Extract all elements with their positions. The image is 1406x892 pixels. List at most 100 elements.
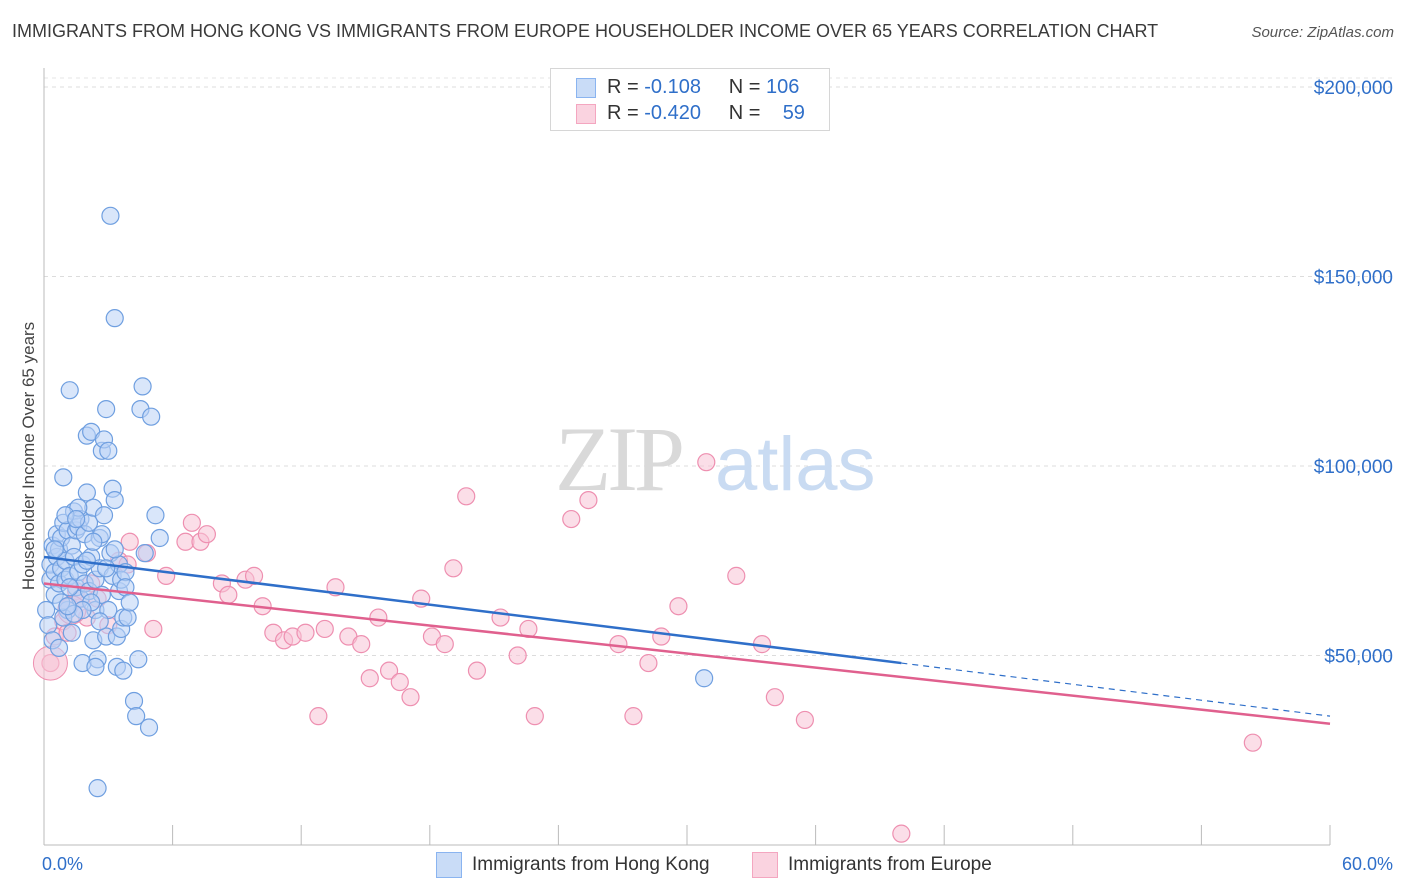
trend-lines bbox=[43, 555, 1331, 725]
trend-line-hong-kong bbox=[43, 555, 902, 665]
data-point bbox=[129, 650, 148, 669]
data-point bbox=[795, 710, 814, 730]
data-point bbox=[150, 528, 169, 548]
data-point bbox=[360, 669, 379, 688]
watermark-atlas: atlas bbox=[715, 422, 876, 507]
data-point bbox=[97, 400, 116, 419]
data-point bbox=[58, 597, 77, 616]
data-point bbox=[133, 377, 152, 396]
bottom-legend-europe: Immigrants from Europe bbox=[752, 852, 992, 878]
data-point bbox=[892, 824, 911, 843]
data-point bbox=[390, 672, 409, 692]
data-point bbox=[118, 608, 137, 627]
data-point bbox=[127, 707, 146, 726]
x-tick-label-max: 60.0% bbox=[1342, 854, 1393, 874]
data-point bbox=[142, 407, 161, 426]
legend-r-value-hong-kong: -0.108 bbox=[644, 76, 701, 98]
data-point bbox=[37, 600, 56, 620]
legend-swatch-hong-kong bbox=[576, 78, 596, 98]
data-point bbox=[457, 487, 476, 506]
data-point bbox=[1243, 733, 1262, 752]
data-point bbox=[379, 661, 399, 680]
hong-kong-points bbox=[37, 206, 714, 798]
data-point bbox=[94, 506, 114, 525]
y-tick-label: $100,000 bbox=[1314, 457, 1393, 478]
data-point bbox=[624, 707, 643, 726]
data-point bbox=[105, 490, 124, 510]
data-point bbox=[508, 646, 527, 665]
y-axis-title: Householder Income Over 65 years bbox=[19, 322, 38, 590]
legend-swatch-europe bbox=[576, 104, 596, 124]
data-point bbox=[101, 206, 120, 225]
grid-lines bbox=[44, 77, 1394, 656]
data-point bbox=[120, 532, 139, 551]
data-point bbox=[369, 608, 388, 627]
data-point bbox=[525, 707, 544, 726]
data-point bbox=[49, 638, 69, 658]
source-label: Source: ZipAtlas.com bbox=[1251, 24, 1394, 41]
data-point bbox=[296, 623, 315, 642]
data-point bbox=[695, 669, 714, 688]
legend-r-label: R = bbox=[607, 102, 645, 124]
bottom-legend-hong-kong: Immigrants from Hong Kong bbox=[436, 852, 710, 878]
data-point bbox=[114, 661, 133, 680]
data-point bbox=[697, 453, 716, 472]
bottom-swatch-europe bbox=[752, 852, 778, 878]
data-point bbox=[444, 559, 463, 578]
trend-line-europe bbox=[43, 582, 1331, 725]
data-point bbox=[54, 468, 73, 487]
data-point bbox=[309, 707, 328, 726]
data-point bbox=[120, 593, 139, 612]
y-tick-label: $200,000 bbox=[1314, 78, 1393, 99]
y-tick-label: $150,000 bbox=[1314, 267, 1393, 288]
data-point bbox=[67, 509, 86, 529]
legend-n-label: N = bbox=[728, 102, 767, 124]
data-point bbox=[135, 544, 154, 563]
data-point bbox=[99, 441, 118, 460]
data-point bbox=[105, 540, 124, 559]
data-point bbox=[124, 691, 144, 711]
data-point bbox=[90, 612, 109, 631]
watermark-zip: ZIP bbox=[555, 408, 682, 510]
data-point bbox=[435, 635, 454, 654]
y-tick-label: $50,000 bbox=[1324, 646, 1393, 667]
x-tick-label-min: 0.0% bbox=[42, 854, 83, 874]
correlation-legend: R = -0.108 N = 106 R = -0.420 N = 59 bbox=[550, 68, 830, 131]
bottom-swatch-hong-kong bbox=[436, 852, 462, 878]
data-point bbox=[139, 718, 159, 737]
legend-n-label: N = bbox=[728, 76, 767, 98]
legend-n-value-hong-kong: 106 bbox=[766, 76, 800, 98]
data-point bbox=[144, 619, 163, 639]
data-point bbox=[244, 566, 264, 585]
data-point bbox=[352, 635, 371, 654]
data-point bbox=[146, 506, 165, 525]
bottom-legend-label-hong-kong: Immigrants from Hong Kong bbox=[472, 854, 710, 876]
bottom-legend-label-europe: Immigrants from Europe bbox=[788, 854, 992, 876]
trend-line-hong-kong-extension bbox=[901, 662, 1331, 717]
data-point bbox=[315, 619, 334, 639]
data-point bbox=[182, 513, 201, 532]
data-point bbox=[765, 688, 784, 707]
data-point bbox=[84, 532, 103, 551]
data-point bbox=[157, 566, 176, 585]
data-point bbox=[727, 566, 746, 585]
data-point bbox=[97, 559, 116, 578]
watermark: ZIP atlas bbox=[555, 408, 876, 510]
axis-labels: $50,000 $100,000 $150,000 $200,000 0.0% 60.0%… bbox=[19, 78, 1393, 874]
data-point bbox=[579, 490, 598, 510]
data-point bbox=[219, 585, 238, 604]
data-point bbox=[401, 688, 420, 707]
data-point bbox=[39, 616, 58, 635]
data-point bbox=[86, 657, 105, 676]
legend-n-value-europe: 59 bbox=[782, 102, 805, 124]
europe-points bbox=[32, 453, 1262, 843]
data-point bbox=[467, 661, 487, 680]
data-point bbox=[60, 381, 79, 400]
legend-r-label: R = bbox=[607, 76, 645, 98]
data-point bbox=[562, 509, 581, 529]
data-point bbox=[105, 309, 124, 328]
data-point bbox=[652, 627, 671, 646]
chart-title: IMMIGRANTS FROM HONG KONG VS IMMIGRANTS … bbox=[12, 21, 1159, 41]
data-point bbox=[609, 635, 628, 654]
